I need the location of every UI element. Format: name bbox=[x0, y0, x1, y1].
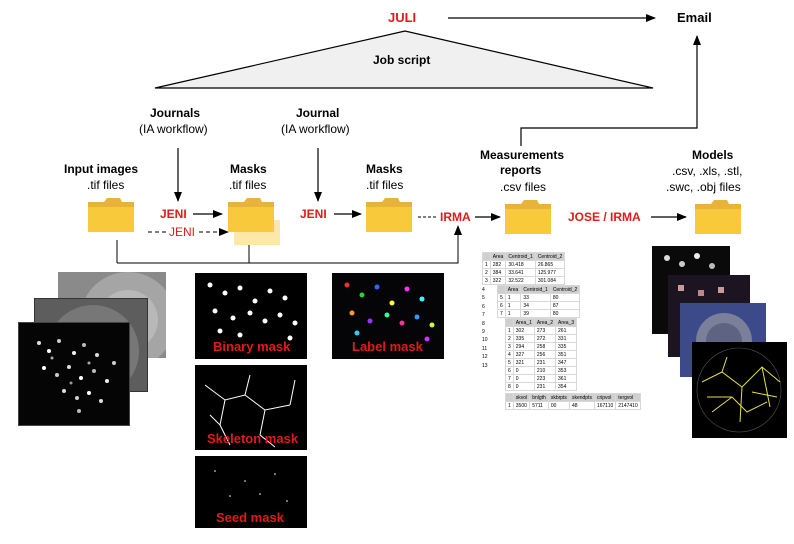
irma-label: IRMA bbox=[440, 210, 471, 224]
measure-table-4: skvol bnlgth skbrpts skendpts cripvol tergvo… bbox=[505, 393, 641, 410]
table-header-row: Area Centroid_1 Centroid_2 bbox=[482, 252, 566, 261]
seed-dots bbox=[214, 470, 288, 502]
table-row: 7 0 223 361 bbox=[505, 374, 578, 383]
label-mask-image bbox=[332, 273, 444, 359]
table-row: 3 322 32.522 301.084 bbox=[482, 276, 566, 285]
seed-mask-image bbox=[195, 456, 307, 528]
table-header-row: Area Centroid_1 Centroid_2 bbox=[497, 285, 581, 294]
table-row: 4 327 256 351 bbox=[505, 350, 578, 359]
measurements-folder-icon bbox=[505, 200, 551, 234]
skeleton-mask-image bbox=[195, 365, 307, 450]
table-row: 8 0 231 354 bbox=[505, 382, 578, 391]
masks2-title: Masks bbox=[366, 162, 403, 176]
table-row: 2 335 272 331 bbox=[505, 334, 578, 343]
measurements-sub: .csv files bbox=[500, 180, 547, 194]
binary-mask-label: Binary mask bbox=[213, 339, 291, 354]
input-folder-icon bbox=[88, 198, 134, 232]
email-label: Email bbox=[677, 10, 712, 25]
job-script-triangle bbox=[154, 30, 654, 89]
label-colored-blobs bbox=[344, 282, 435, 342]
skeleton-lines bbox=[204, 374, 296, 448]
measure-table-1: Area Centroid_1 Centroid_2 1 282 30.418 26.8… bbox=[482, 252, 566, 285]
jeni2-label: JENI bbox=[300, 207, 327, 221]
bracket-to-irma bbox=[117, 225, 462, 264]
input-images-title: Input images bbox=[64, 162, 139, 176]
measure-email-arrow bbox=[520, 35, 701, 146]
seed-mask-label: Seed mask bbox=[216, 510, 284, 525]
table-row: 1 282 30.418 26.865 bbox=[482, 260, 566, 269]
journals-title: Journals bbox=[150, 106, 201, 120]
journal-subtitle: (IA workflow) bbox=[281, 122, 350, 136]
binary-mask-image bbox=[195, 273, 307, 359]
input-cells-plot bbox=[37, 339, 116, 413]
masks1-sub: .tif files bbox=[229, 178, 267, 192]
masks2-folder-icon bbox=[366, 198, 412, 232]
journals-subtitle: (IA workflow) bbox=[139, 122, 208, 136]
masks1-folder-icon bbox=[228, 198, 274, 232]
table-row: 1 3500 5711 00 48 167110 2147410 bbox=[505, 401, 641, 410]
binary-blobs bbox=[207, 282, 298, 341]
models-sub2: .swc, .obj files bbox=[666, 180, 741, 194]
models-sub: .csv, .xls, .stl, bbox=[672, 164, 743, 178]
table-row: 6 1 34 87 bbox=[497, 301, 581, 310]
table-row: 5 1 33 80 bbox=[497, 293, 581, 302]
models-title: Models bbox=[692, 148, 734, 162]
input-image-front bbox=[18, 322, 130, 426]
table-row: 3 294 258 335 bbox=[505, 342, 578, 351]
juli-label: JULI bbox=[388, 10, 417, 25]
models-folder-icon bbox=[695, 200, 741, 234]
measurements-title: Measurements bbox=[480, 148, 565, 162]
jose-irma-label: JOSE / IRMA bbox=[568, 210, 641, 224]
input-images-sub: .tif files bbox=[87, 178, 125, 192]
label-mask-label: Label mask bbox=[352, 339, 423, 354]
model-skeleton-lines bbox=[696, 347, 782, 433]
table-row: 5 321 231 347 bbox=[505, 358, 578, 367]
model-image-4 bbox=[692, 342, 787, 438]
table-row: 1 302 273 261 bbox=[505, 326, 578, 335]
measurements-title2: reports bbox=[500, 163, 542, 177]
table-header-row: Area_1 Area_2 Area_3 bbox=[505, 318, 578, 327]
skeleton-mask-label: Skeleton mask bbox=[207, 431, 299, 446]
table-row: 6 0 210 353 bbox=[505, 366, 578, 375]
measure-table-3: Area_1 Area_2 Area_3 1 302 273 261 2 335 272 331… bbox=[505, 318, 578, 391]
table-header-row: skvol bnlgth skbrpts skendpts cripvol tergvo… bbox=[505, 393, 641, 402]
masks1-title: Masks bbox=[230, 162, 267, 176]
measure-table-2: Area Centroid_1 Centroid_2 5 1 33 80 6 1 34 87 7… bbox=[497, 285, 581, 318]
table-row: 2 384 33.641 125.977 bbox=[482, 268, 566, 277]
jeni1-label: JENI bbox=[160, 207, 187, 221]
table-row: 7 1 39 80 bbox=[497, 309, 581, 318]
masks2-sub: .tif files bbox=[366, 178, 404, 192]
journal-title: Journal bbox=[296, 106, 340, 120]
jeni-dashed-label: JENI bbox=[169, 225, 196, 239]
job-script-label: Job script bbox=[373, 53, 431, 67]
